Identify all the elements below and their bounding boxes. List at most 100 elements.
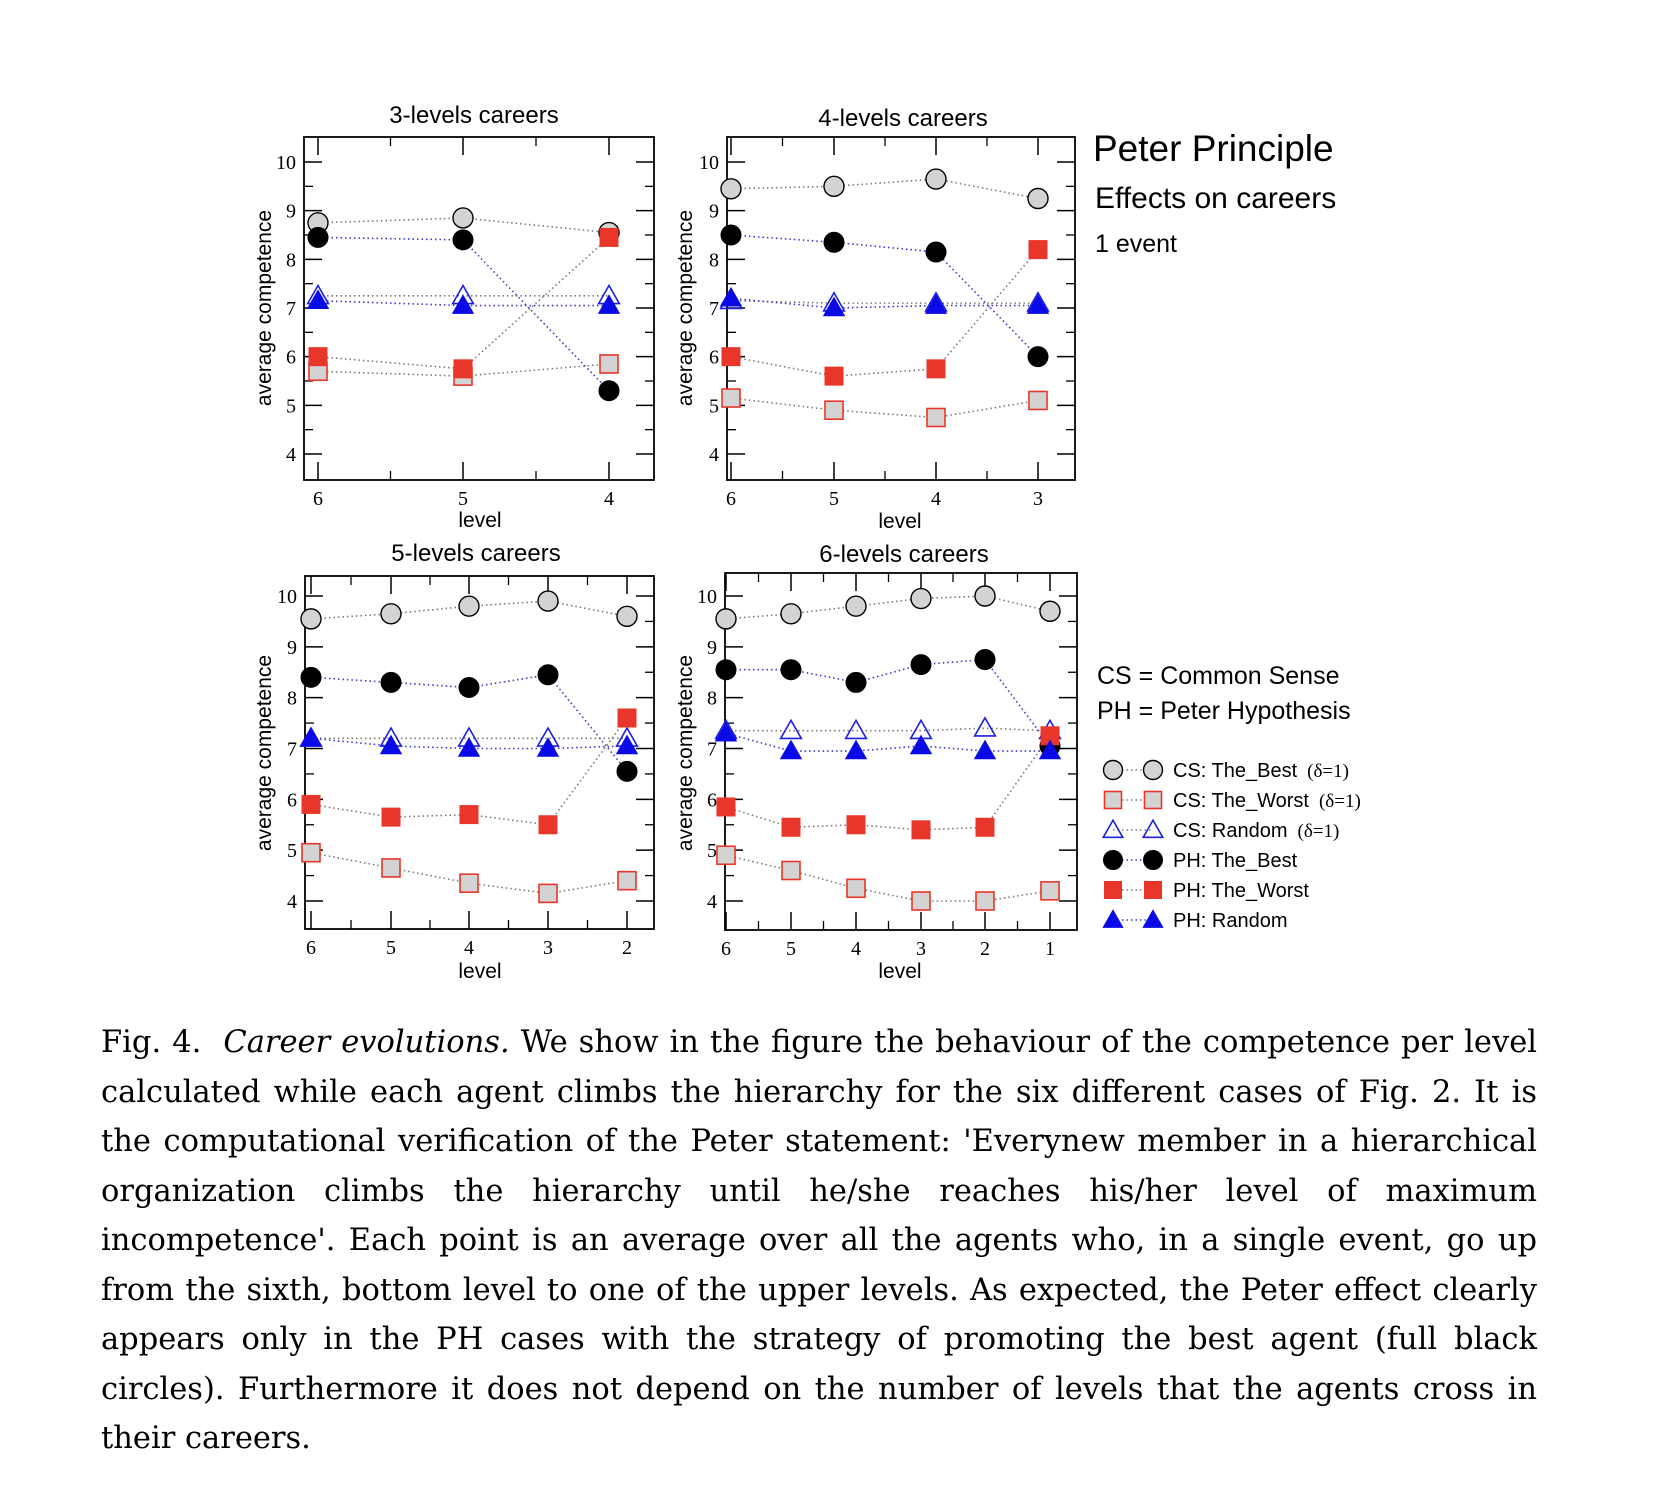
x-tick-label: 5 — [458, 488, 468, 510]
y-tick-label: 6 — [709, 347, 719, 369]
point-ph-random — [714, 721, 738, 742]
series-line-ph-worst — [310, 717, 628, 826]
legend: CS: The_Best (δ=1) CS: The_Worst (δ=1) CS: R… — [1101, 759, 1361, 932]
x-tick-label: 3 — [1033, 488, 1043, 510]
panel-title-2: 4-levels careers — [818, 105, 987, 132]
series-line-ph-best — [730, 234, 1039, 358]
point-ph-best — [845, 671, 867, 693]
series-line-cs-best — [730, 178, 1039, 200]
legend-label-cs-worst: CS: The_Worst (δ=1) — [1173, 790, 1361, 812]
y-tick-label: 7 — [707, 739, 717, 761]
panel-title-3: 5-levels careers — [391, 540, 560, 567]
y-tick-label: 10 — [276, 152, 296, 174]
x-tick-label: 6 — [306, 937, 316, 959]
annotation-title: Peter Principle — [1093, 128, 1334, 169]
point-cs-worst — [721, 388, 741, 408]
point-cs-random — [779, 718, 803, 740]
point-ph-random — [1026, 294, 1050, 314]
x-tick-label: 2 — [980, 938, 990, 960]
point-ph-random — [844, 739, 868, 760]
figure-panel: 3-levels careers 4-levels careers 5-leve… — [253, 102, 1361, 983]
ylabel-2: average competence — [674, 210, 697, 406]
legend-marker-cs-worst — [1143, 790, 1163, 810]
xlabel-3: level — [458, 960, 501, 983]
plot-frame-2 — [726, 136, 1076, 481]
legend-marker-cs-best — [1142, 759, 1164, 781]
point-cs-worst — [716, 845, 736, 866]
point-ph-best — [974, 649, 996, 671]
x-tick-label: 4 — [604, 488, 614, 510]
point-cs-best — [910, 587, 932, 610]
y-tick-label: 4 — [286, 444, 296, 466]
y-tick-label: 6 — [286, 347, 296, 369]
y-tick-label: 9 — [286, 201, 296, 223]
point-cs-best — [823, 175, 845, 198]
legend-marker-ph-random — [1102, 909, 1124, 928]
panel-title-1: 3-levels careers — [389, 102, 558, 129]
point-ph-best — [720, 224, 742, 246]
y-tick-label: 9 — [707, 637, 717, 659]
plot-frame-3 — [304, 575, 655, 930]
legend-marker-ph-worst — [1104, 881, 1122, 899]
series-line-cs-random — [730, 299, 1038, 304]
point-ph-best — [715, 659, 737, 681]
point-ph-random — [615, 734, 639, 755]
point-cs-worst — [1040, 881, 1060, 901]
point-cs-worst — [911, 891, 931, 911]
point-cs-worst — [381, 858, 401, 878]
xlabel-4: level — [878, 960, 921, 983]
point-ph-best — [780, 659, 802, 681]
legend-marker-ph-best — [1143, 850, 1163, 870]
xlabel-2: level — [878, 510, 921, 533]
point-cs-best — [537, 590, 559, 612]
x-tick-label: 4 — [931, 488, 941, 510]
legend-marker-ph-worst — [1144, 881, 1162, 899]
point-ph-worst — [599, 227, 619, 247]
point-ph-best — [910, 654, 932, 676]
point-cs-worst — [926, 407, 946, 428]
legend-delta: (δ=1) — [1307, 761, 1349, 782]
series-line-cs-worst — [730, 397, 1039, 419]
ylabel-3: average competence — [253, 655, 276, 851]
caption-text: We show in the figure the behaviour of t… — [101, 1025, 1537, 1456]
y-tick-label: 8 — [709, 249, 719, 271]
point-cs-best — [780, 603, 802, 625]
legend-label-ph-best: PH: The_Best — [1173, 850, 1298, 872]
point-cs-worst — [617, 870, 637, 891]
point-ph-random — [719, 286, 743, 307]
y-tick-label: 7 — [286, 298, 296, 320]
annotation-ph-definition: PH = Peter Hypothesis — [1097, 697, 1351, 725]
series-line-ph-random — [725, 732, 1050, 752]
point-ph-random — [909, 734, 933, 755]
y-tick-label: 5 — [287, 840, 297, 862]
point-cs-worst — [1028, 390, 1048, 411]
caption-label: Fig. 4. — [101, 1025, 202, 1060]
point-ph-best — [380, 671, 402, 693]
point-ph-random — [924, 294, 948, 314]
legend-marker-cs-best — [1102, 759, 1124, 781]
y-tick-label: 9 — [709, 201, 719, 223]
point-ph-random — [779, 739, 803, 760]
point-ph-best — [452, 229, 474, 251]
point-cs-worst — [459, 873, 479, 894]
point-ph-worst — [926, 359, 946, 379]
point-ph-worst — [781, 817, 801, 837]
point-ph-worst — [381, 807, 401, 827]
figure-caption: Fig. 4. Career evolutions. We show in th… — [101, 1018, 1537, 1464]
x-tick-label: 6 — [721, 938, 731, 960]
point-ph-random — [822, 296, 846, 317]
y-tick-label: 10 — [699, 152, 719, 174]
legend-marker-ph-best — [1103, 850, 1123, 870]
series-line-cs-worst — [310, 851, 628, 895]
point-cs-best — [1039, 600, 1061, 622]
series-line-ph-best — [726, 658, 1051, 747]
x-tick-label: 1 — [1045, 938, 1055, 960]
point-cs-worst — [975, 891, 995, 911]
point-ph-random — [457, 737, 481, 757]
y-tick-label: 10 — [697, 586, 717, 608]
point-ph-worst — [846, 815, 866, 835]
x-tick-label: 2 — [622, 937, 632, 959]
point-ph-worst — [975, 817, 995, 837]
x-tick-label: 5 — [829, 488, 839, 510]
y-tick-label: 6 — [707, 789, 717, 811]
